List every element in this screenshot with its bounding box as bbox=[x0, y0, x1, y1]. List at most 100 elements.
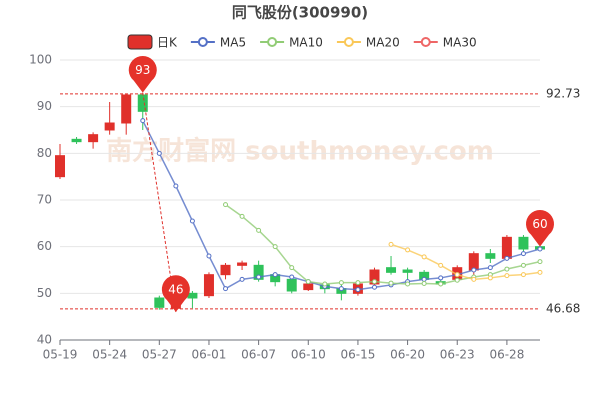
candle-body bbox=[104, 122, 115, 131]
ma-point bbox=[388, 241, 394, 247]
y-tick-label: 60 bbox=[37, 239, 52, 253]
ma-point bbox=[140, 118, 146, 124]
chart-title: 同飞股份(300990) bbox=[232, 4, 368, 22]
x-tick-label: 06-07 bbox=[241, 348, 276, 362]
ma-point bbox=[471, 276, 477, 282]
ma-point bbox=[223, 286, 229, 292]
x-tick-label: 06-23 bbox=[440, 348, 475, 362]
ma-point bbox=[223, 202, 229, 208]
legend-icon bbox=[197, 37, 208, 47]
candle-body bbox=[518, 236, 529, 250]
ma-point bbox=[537, 246, 543, 252]
ma-point bbox=[272, 244, 278, 250]
candle-body bbox=[485, 253, 496, 259]
candle-body bbox=[55, 155, 65, 178]
ma-point bbox=[206, 253, 212, 259]
candle-body bbox=[187, 292, 198, 299]
pin-label: 46 bbox=[168, 283, 183, 297]
x-tick-label: 05-19 bbox=[43, 348, 78, 362]
ma-point bbox=[338, 280, 344, 286]
ma-point bbox=[520, 262, 526, 268]
ma-point bbox=[405, 281, 411, 287]
legend-label: MA20 bbox=[366, 36, 400, 50]
ma-line bbox=[390, 243, 541, 281]
ma-point bbox=[355, 280, 361, 286]
pin-label: 93 bbox=[135, 63, 150, 77]
ma-point bbox=[289, 265, 295, 271]
legend-icon bbox=[267, 37, 278, 47]
ma-point bbox=[239, 213, 245, 219]
legend-label: 日K bbox=[157, 36, 178, 50]
ma-point bbox=[421, 281, 427, 287]
candle-body bbox=[501, 236, 512, 259]
candle-body bbox=[402, 269, 413, 273]
ma-point bbox=[355, 287, 361, 293]
ma-point bbox=[305, 279, 311, 285]
ma-point bbox=[371, 284, 377, 290]
ma-point bbox=[520, 272, 526, 278]
x-tick-label: 06-15 bbox=[340, 348, 375, 362]
y-tick-label: 100 bbox=[29, 53, 52, 67]
ma-point bbox=[537, 269, 543, 275]
legend-icon bbox=[127, 34, 153, 50]
ma-point bbox=[289, 274, 295, 280]
ma-point bbox=[256, 274, 262, 280]
pin-connector bbox=[142, 92, 177, 313]
candle-body bbox=[121, 94, 132, 124]
ma-point bbox=[256, 227, 262, 233]
y-tick-label: 90 bbox=[37, 99, 52, 113]
ma-line bbox=[225, 204, 541, 285]
ma-point bbox=[189, 218, 195, 224]
legend: 日K MA5 MA10 MA20 MA30 bbox=[127, 34, 477, 50]
y-tick-label: 70 bbox=[37, 193, 52, 207]
legend-icon bbox=[343, 37, 354, 47]
pin-label: 60 bbox=[532, 217, 547, 231]
x-tick-label: 06-01 bbox=[192, 348, 227, 362]
legend-label: MA30 bbox=[443, 36, 477, 50]
ma-point bbox=[421, 254, 427, 260]
pin bbox=[161, 275, 190, 312]
x-tick-label: 06-20 bbox=[390, 348, 425, 362]
candle-body bbox=[88, 134, 99, 143]
candle-body bbox=[386, 267, 397, 273]
ma-point bbox=[471, 267, 477, 273]
candle-body bbox=[154, 297, 165, 308]
price-line-label: 46.68 bbox=[546, 301, 580, 315]
ma-point bbox=[520, 251, 526, 257]
ma-point bbox=[388, 280, 394, 286]
ma-point bbox=[156, 150, 162, 156]
ma-point bbox=[405, 247, 411, 253]
ma-point bbox=[504, 273, 510, 279]
y-tick-label: 80 bbox=[37, 146, 52, 160]
ma-point bbox=[338, 286, 344, 292]
ma-point bbox=[537, 259, 543, 265]
ma-point bbox=[438, 281, 444, 287]
pin bbox=[526, 209, 554, 247]
legend-label: MA5 bbox=[220, 36, 246, 50]
candle-body bbox=[303, 283, 314, 291]
ma-point bbox=[272, 272, 278, 278]
candle-body bbox=[220, 264, 231, 276]
pin bbox=[128, 55, 157, 93]
ma-point bbox=[454, 272, 460, 278]
ma-point bbox=[421, 276, 427, 282]
watermark: 南方财富网 southmoney.com bbox=[106, 136, 494, 167]
candle-body bbox=[203, 274, 214, 297]
x-tick-label: 06-28 bbox=[489, 348, 524, 362]
ma-point bbox=[438, 262, 444, 268]
ma-point bbox=[438, 275, 444, 281]
candle-body bbox=[137, 94, 148, 112]
ma-point bbox=[322, 281, 328, 287]
legend-icon bbox=[420, 37, 431, 47]
ma-point bbox=[504, 255, 510, 261]
ma-point bbox=[371, 279, 377, 285]
y-tick-label: 50 bbox=[37, 286, 52, 300]
ma-point bbox=[454, 277, 460, 283]
ma-point bbox=[504, 266, 510, 272]
x-tick-label: 05-27 bbox=[142, 348, 177, 362]
ma-point bbox=[487, 265, 493, 271]
x-tick-label: 05-24 bbox=[92, 348, 127, 362]
ma-point bbox=[487, 275, 493, 281]
y-tick-label: 40 bbox=[37, 333, 52, 347]
